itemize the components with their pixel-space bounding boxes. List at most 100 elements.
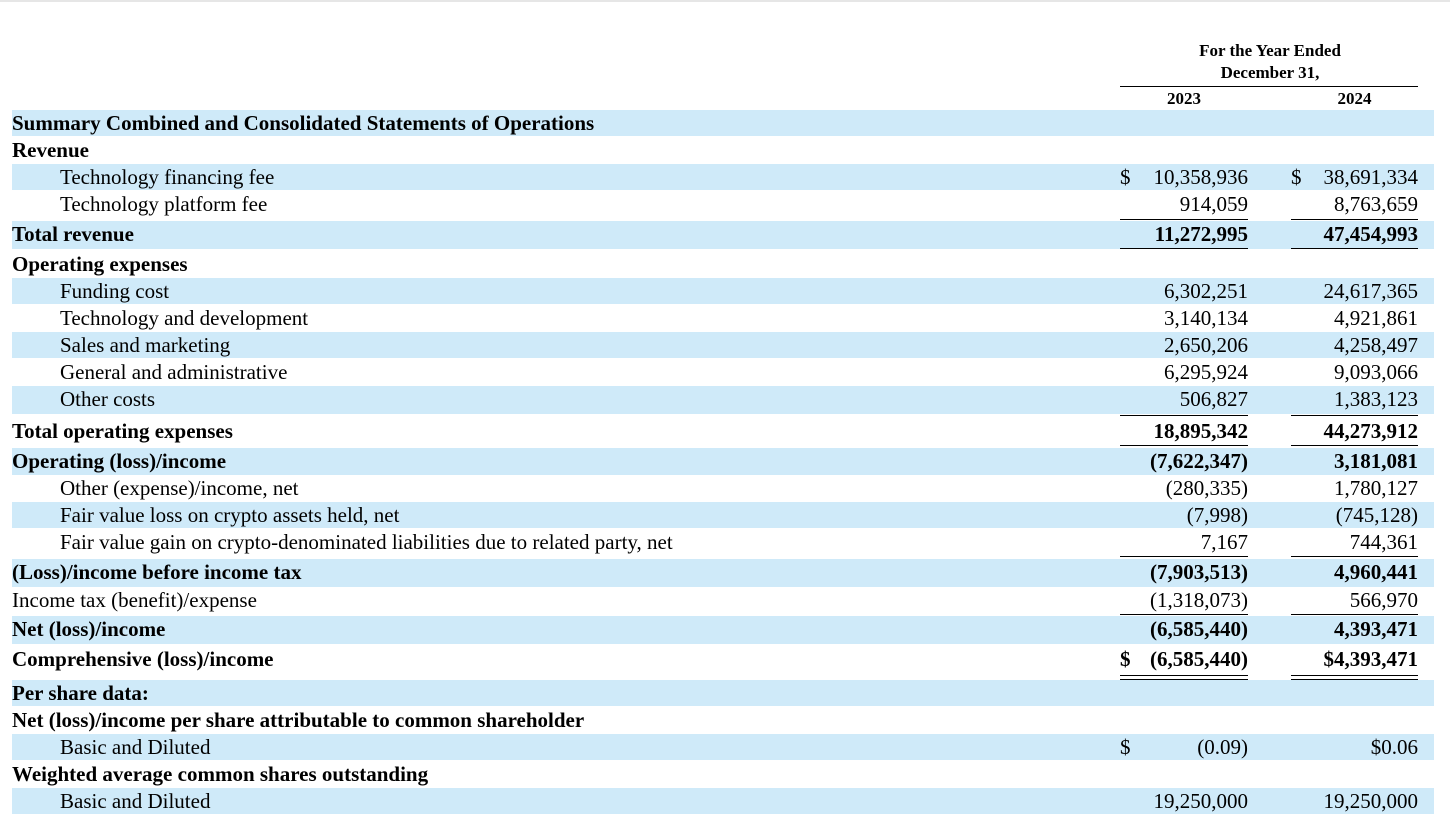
value-2024: 4,393,471 (1334, 617, 1418, 641)
row-label: Technology financing fee (60, 165, 275, 189)
total-underline (1291, 675, 1418, 676)
table-row: Other costs 506,827 1,383,123 (12, 386, 1434, 414)
row-label: Total revenue (12, 222, 134, 246)
row-label: Other (expense)/income, net (60, 476, 299, 500)
row-label: Net (loss)/income per share attributable… (12, 708, 585, 732)
value-2023: 7,167 (1200, 530, 1248, 554)
table-row: Income tax (benefit)/expense (1,318,073) 5… (12, 587, 1434, 613)
value-2023: 10,358,936 (1153, 165, 1249, 189)
total-underline (1291, 415, 1418, 416)
table-row: Comprehensive (loss)/income $ (6,585,440) $… (12, 646, 1434, 676)
table-row: Other (expense)/income, net (280,335) 1,78… (12, 475, 1434, 501)
row-label: Operating expenses (12, 252, 188, 276)
table-row: Summary Combined and Consolidated Statem… (12, 110, 1434, 136)
value-2023: (6,585,440) (1150, 647, 1248, 671)
value-2024: 744,361 (1349, 530, 1418, 554)
year-2023-header: 2023 (1167, 89, 1201, 108)
value-2024: $0.06 (1370, 735, 1418, 759)
table-row: Technology and development 3,140,134 4,921… (12, 305, 1434, 331)
row-label: Net (loss)/income (12, 617, 166, 641)
total-underline (1291, 614, 1418, 615)
table-row: Technology financing fee $ $10,358,936 38,6… (12, 164, 1434, 190)
period-caption: For the Year Ended December 31, (1120, 40, 1420, 84)
total-underline (1291, 679, 1418, 680)
value-2023 (1120, 680, 1248, 706)
value-2023: (280,335) (1165, 476, 1248, 500)
table-row: Revenue (12, 137, 1434, 163)
table-row: Net (loss)/income (6,585,440) 4,393,471 (12, 616, 1434, 644)
table-row: Funding cost 6,302,251 24,617,365 (12, 278, 1434, 304)
value-2024: (745,128) (1335, 503, 1418, 527)
table-row: Technology platform fee 914,059 8,763,659 (12, 191, 1434, 217)
column-header: For the Year Ended December 31, 2023 202… (1120, 40, 1420, 111)
period-caption-line2: December 31, (1220, 63, 1320, 82)
period-rule (1120, 86, 1418, 87)
value-2024: 47,454,993 (1323, 222, 1419, 246)
table-row: Total operating expenses 18,895,342 44,273… (12, 418, 1434, 446)
total-underline (1120, 219, 1248, 220)
value-2024 (1291, 761, 1418, 787)
row-label: Total operating expenses (12, 419, 233, 443)
total-underline (1291, 556, 1418, 557)
total-underline (1291, 445, 1418, 446)
value-2024: 3,181,081 (1334, 449, 1418, 473)
table-row: General and administrative 6,295,924 9,093… (12, 359, 1434, 385)
currency-symbol: $ (1120, 647, 1131, 671)
year-2024-header: 2024 (1337, 89, 1372, 108)
row-label: Basic and Diluted (60, 789, 211, 813)
value-2024: 38,691,334 (1323, 165, 1419, 189)
value-2023: 914,059 (1179, 192, 1248, 216)
value-2023: (6,585,440) (1150, 617, 1248, 641)
total-underline (1120, 415, 1248, 416)
row-label: Operating (loss)/income (12, 449, 227, 473)
row-label: Per share data: (12, 681, 149, 705)
value-2023: 11,272,995 (1154, 222, 1248, 246)
row-label: Weighted average common shares outstandi… (12, 762, 429, 786)
row-label: Summary Combined and Consolidated Statem… (12, 111, 595, 135)
row-label: Fair value gain on crypto-denominated li… (60, 530, 673, 554)
table-row: (Loss)/income before income tax (7,903,51… (12, 559, 1434, 587)
total-underline (1120, 556, 1248, 557)
table-row: Fair value loss on crypto assets held, n… (12, 502, 1434, 528)
table-row: Per share data: (12, 680, 1434, 706)
table-row: Basic and Diluted 19,250,000 19,250,000 (12, 788, 1434, 814)
value-2023: 506,827 (1179, 387, 1248, 411)
value-2024: 4,960,441 (1334, 560, 1418, 584)
value-2024 (1291, 137, 1418, 163)
table-row: Sales and marketing 2,650,206 4,258,497 (12, 332, 1434, 358)
value-2024: $4,393,471 (1323, 647, 1419, 671)
row-label: Sales and marketing (60, 333, 231, 357)
value-2023: 6,295,924 (1164, 360, 1248, 384)
table-row: Basic and Diluted $ (0.09) $0.06 (12, 734, 1434, 760)
currency-symbol: $ (1120, 735, 1131, 759)
value-2023 (1120, 707, 1248, 733)
value-2023: 2,650,206 (1164, 333, 1248, 357)
currency-symbol: $ (1120, 165, 1131, 189)
row-label: Income tax (benefit)/expense (12, 588, 257, 612)
value-2023: (1,318,073) (1150, 588, 1248, 612)
currency-symbol: $ (1291, 165, 1302, 189)
table-row: Operating (loss)/income (7,622,347) 3,181,… (12, 448, 1434, 475)
value-2024 (1291, 110, 1418, 136)
row-label: Fair value loss on crypto assets held, n… (60, 503, 400, 527)
value-2024: 24,617,365 (1323, 279, 1419, 303)
value-2023: (7,998) (1186, 503, 1248, 527)
row-label: General and administrative (60, 360, 288, 384)
value-2023: (7,903,513) (1150, 560, 1248, 584)
total-underline (1291, 219, 1418, 220)
value-2023: (0.09) (1197, 735, 1248, 759)
row-label: Comprehensive (loss)/income (12, 647, 274, 671)
value-2024 (1291, 680, 1418, 706)
table-row: Fair value gain on crypto-denominated li… (12, 529, 1434, 556)
value-2024: 44,273,912 (1323, 419, 1419, 443)
total-underline (1120, 675, 1248, 676)
value-2024 (1291, 251, 1418, 277)
table-row: Net (loss)/income per share attributable… (12, 707, 1434, 733)
table-row: Operating expenses (12, 251, 1434, 277)
row-label: Technology and development (60, 306, 309, 330)
value-2023 (1120, 761, 1248, 787)
top-border (0, 0, 1450, 2)
period-caption-line1: For the Year Ended (1199, 41, 1341, 60)
row-label: (Loss)/income before income tax (12, 560, 302, 584)
row-label: Other costs (60, 387, 156, 411)
